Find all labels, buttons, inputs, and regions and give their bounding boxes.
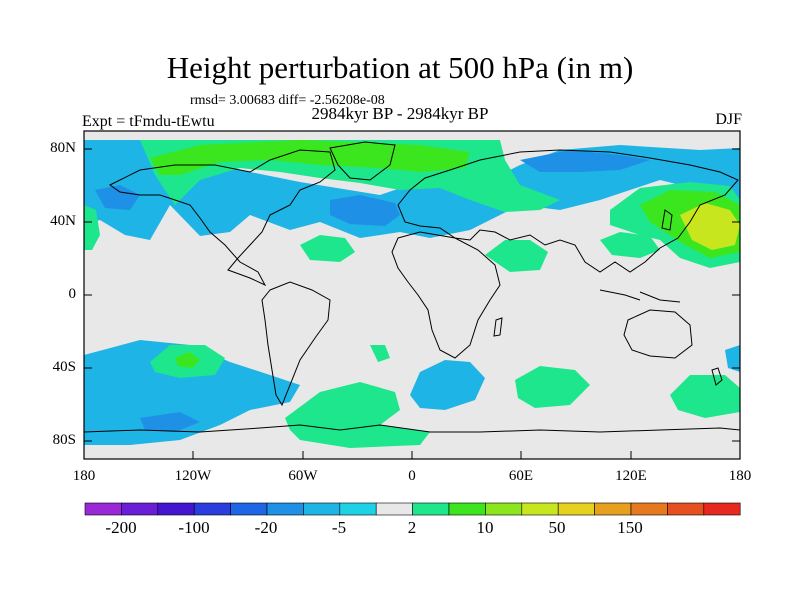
y-tick-label: 0: [68, 286, 77, 302]
colorbar: [84, 502, 741, 516]
field-pos-south-mid: [370, 345, 390, 362]
x-tick-label: 120E: [615, 468, 647, 484]
colorbar-box: [303, 502, 341, 516]
x-tick-label: 60E: [508, 468, 534, 484]
colorbar-box: [193, 502, 231, 516]
colorbar-box: [121, 502, 159, 516]
field-neg-south-pacific-mid: [140, 412, 200, 432]
y-tick-label: 40N: [50, 213, 76, 229]
field-pos-atlantic-blob: [300, 235, 355, 262]
colorbar-box: [230, 502, 268, 516]
field-neg-east-asia: [520, 150, 650, 172]
field-neg-north-mid: [330, 195, 400, 226]
field-neg-north-west: [95, 185, 140, 210]
colorbar-label: 10: [476, 518, 494, 537]
colorbar-box: [594, 502, 632, 516]
colorbar-box: [375, 502, 413, 516]
colorbar-label: -5: [331, 518, 347, 537]
colorbar-box: [667, 502, 705, 516]
field-pos-arctic-strong: [150, 140, 470, 175]
y-tick-label: 40S: [52, 359, 76, 375]
colorbar-box: [412, 502, 450, 516]
coastlines: [83, 141, 741, 433]
y-tick-label: 80N: [50, 140, 76, 156]
colorbar-label: -20: [254, 518, 278, 537]
colorbar-box: [557, 502, 595, 516]
colorbar-box: [84, 502, 122, 516]
experiment-label: Expt = tFmdu-tEwtu: [82, 113, 215, 130]
colorbar-box: [266, 502, 304, 516]
x-tick-label: 180: [728, 468, 752, 484]
x-tick-label: 60W: [288, 468, 318, 484]
colorbar-box: [703, 502, 741, 516]
field-pos-antarctic: [285, 382, 430, 448]
x-tick-label: 180: [72, 468, 96, 484]
colorbar-box: [630, 502, 668, 516]
colorbar-label: 150: [617, 518, 643, 537]
colorbar-box: [448, 502, 486, 516]
field-pos-south-indian: [515, 366, 590, 408]
period-text: 2984kyr BP - 2984kyr BP: [311, 104, 489, 123]
field-pos-west-edge: [84, 205, 100, 250]
x-tick-label: 120W: [174, 468, 212, 484]
height-field: [84, 140, 740, 448]
field-neg-south-east: [725, 345, 740, 372]
colorbar-label: 50: [548, 518, 566, 537]
colorbar-label: 2: [407, 518, 417, 537]
colorbar-box: [521, 502, 559, 516]
chart-title: Height perturbation at 500 hPa (in m): [166, 50, 634, 85]
field-pos-africa-blob: [485, 240, 548, 272]
stats-text: rmsd= 3.00683 diff= -2.56208e-08: [190, 93, 385, 108]
colorbar-box: [339, 502, 377, 516]
field-neg-south-pacific: [84, 340, 300, 445]
field-pos-south-east: [670, 375, 740, 418]
colorbar-box: [157, 502, 195, 516]
colorbar-box: [485, 502, 523, 516]
colorbar-label: -200: [105, 518, 137, 537]
field-pos-south-pacific-strong: [175, 352, 200, 368]
field-neg-south-atlantic: [410, 360, 485, 410]
season-label: DJF: [715, 111, 742, 128]
field-pos-india-blob: [600, 232, 660, 258]
axis-ticks: [83, 148, 741, 459]
colorbar-label: -100: [178, 518, 210, 537]
y-tick-label: 80S: [52, 432, 76, 448]
x-tick-label: 0: [408, 468, 416, 484]
field-pos-north-pacific-max: [680, 203, 740, 250]
